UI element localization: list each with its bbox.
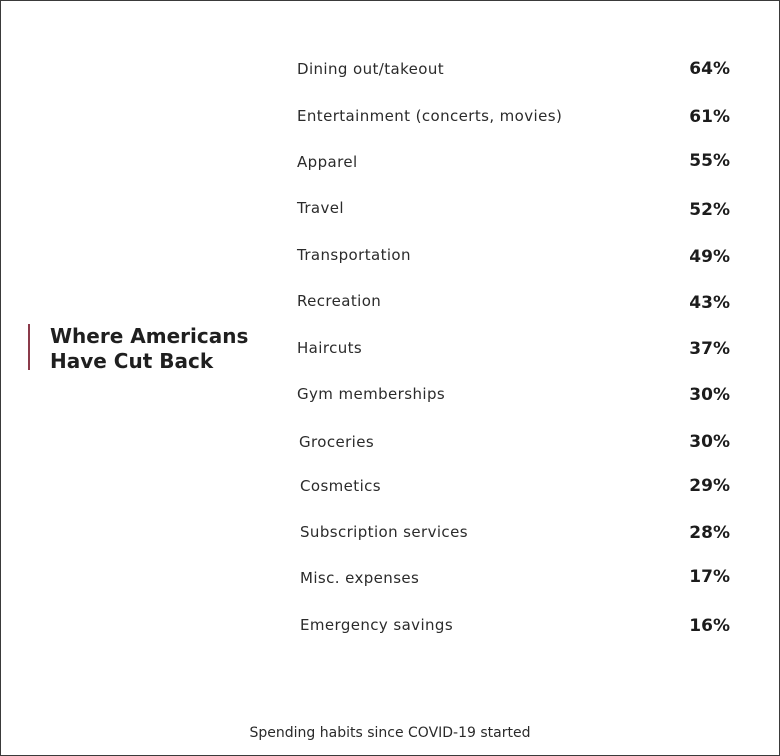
category-label: Dining out/takeout	[297, 60, 445, 78]
category-value: 30%	[689, 385, 730, 405]
category-value: 55%	[689, 151, 730, 171]
category-value: 43%	[689, 293, 730, 313]
chart-title-line-1: Where Americans	[50, 324, 249, 348]
category-label: Cosmetics	[300, 477, 382, 495]
category-value: 64%	[689, 59, 730, 79]
chart-caption: Spending habits since COVID-19 started	[249, 725, 531, 741]
category-value: 17%	[689, 567, 730, 587]
category-value: 61%	[689, 107, 730, 127]
category-label: Emergency savings	[300, 616, 454, 634]
category-value: 49%	[689, 247, 730, 267]
category-label: Subscription services	[300, 523, 468, 541]
category-value: 28%	[689, 523, 730, 543]
chart-title: Where Americans Have Cut Back	[28, 324, 249, 373]
category-label: Travel	[297, 199, 344, 217]
category-label: Entertainment (concerts, movies)	[297, 107, 563, 125]
category-label: Apparel	[297, 153, 358, 171]
category-label: Groceries	[299, 433, 375, 451]
category-value: 29%	[689, 476, 730, 496]
category-value: 37%	[689, 339, 730, 359]
category-label: Misc. expenses	[300, 569, 420, 587]
category-value: 16%	[689, 616, 730, 636]
category-label: Haircuts	[297, 339, 363, 357]
chart-title-line-2: Have Cut Back	[50, 349, 214, 373]
category-label: Recreation	[297, 292, 382, 310]
category-value: 30%	[689, 432, 730, 452]
category-label: Transportation	[297, 246, 411, 264]
category-value: 52%	[689, 200, 730, 220]
category-label: Gym memberships	[297, 385, 446, 403]
